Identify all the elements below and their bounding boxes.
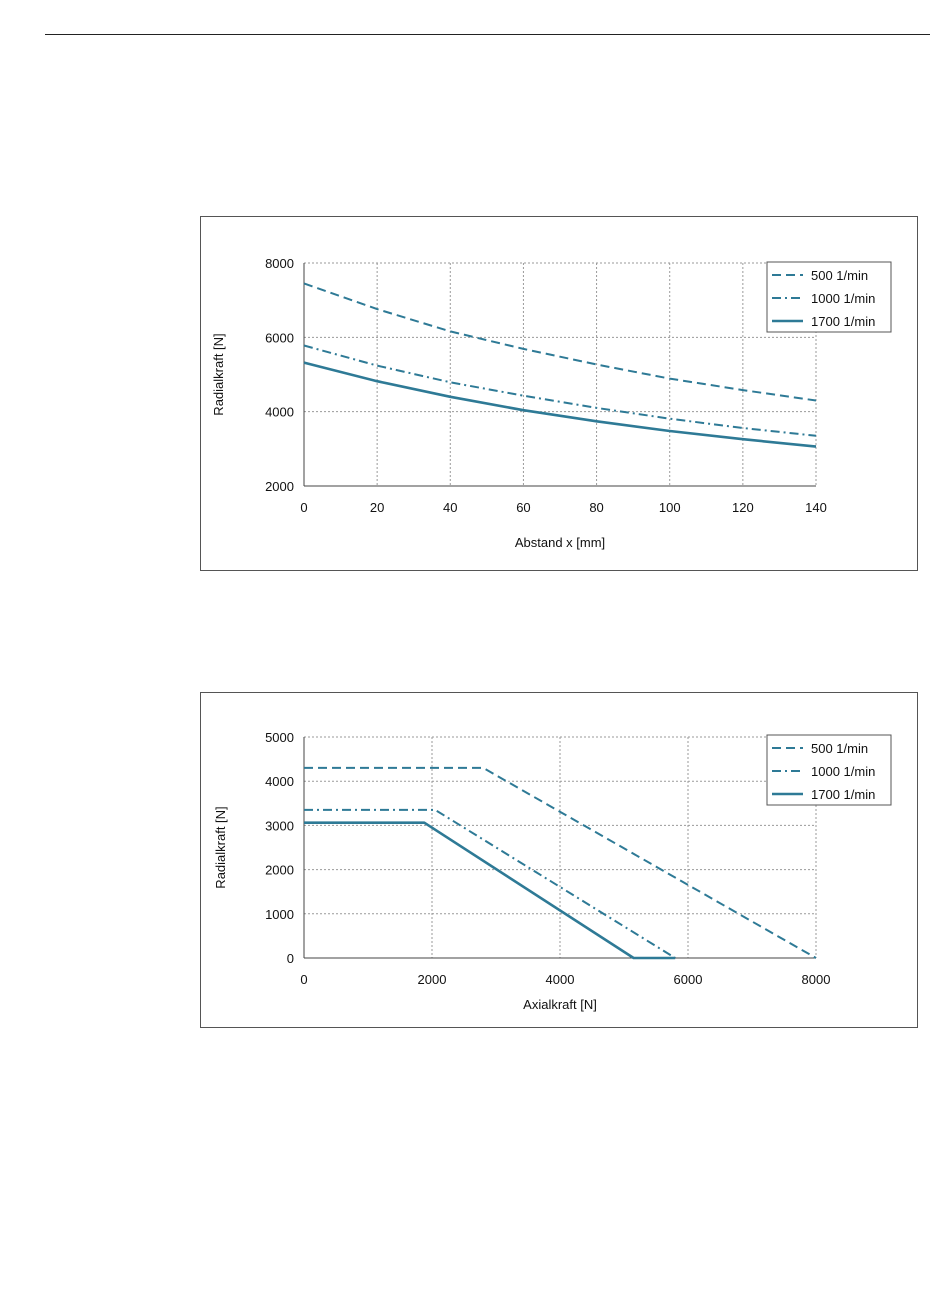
chart-1-x-tick-label: 0 bbox=[300, 500, 307, 515]
chart-radialkraft-vs-abstand: 0 20 40 60 80 100 120 140 2000 4000 6000 8000 Abstan… bbox=[200, 216, 918, 571]
chart-2-x-axis-label: Axialkraft [N] bbox=[523, 997, 597, 1012]
chart-1-legend-label-1: 500 1/min bbox=[811, 268, 868, 283]
chart-2-y-tick-label: 1000 bbox=[265, 907, 294, 922]
chart-1-legend-label-3: 1700 1/min bbox=[811, 314, 875, 329]
chart-2-y-tick-label: 0 bbox=[287, 951, 294, 966]
chart-2-x-tick-label: 8000 bbox=[802, 972, 831, 987]
chart-1-x-tick-label: 100 bbox=[659, 500, 681, 515]
chart-2-x-tick-label: 0 bbox=[300, 972, 307, 987]
chart-1-legend-label-2: 1000 1/min bbox=[811, 291, 875, 306]
chart-radialkraft-vs-axialkraft: 0 2000 4000 6000 8000 0 1000 2000 3000 4000 5000 Ax… bbox=[200, 692, 918, 1028]
chart-1-y-tick-label: 8000 bbox=[265, 256, 294, 271]
chart-2-legend-label-1: 500 1/min bbox=[811, 741, 868, 756]
chart-2-x-tick-label: 4000 bbox=[546, 972, 575, 987]
chart-1-x-tick-label: 40 bbox=[443, 500, 457, 515]
chart-1-y-tick-label: 2000 bbox=[265, 479, 294, 494]
chart-2-x-tick-label: 2000 bbox=[418, 972, 447, 987]
chart-2-svg: 0 2000 4000 6000 8000 0 1000 2000 3000 4000 5000 Ax… bbox=[213, 730, 892, 1012]
chart-1-svg: 0 20 40 60 80 100 120 140 2000 4000 6000 8000 Abstan… bbox=[211, 256, 892, 550]
chart-1-y-axis-label: Radialkraft [N] bbox=[211, 333, 226, 415]
chart-1-y-tick-label: 6000 bbox=[265, 330, 294, 345]
chart-2-y-axis-label: Radialkraft [N] bbox=[213, 806, 228, 888]
chart-1-x-tick-label: 60 bbox=[516, 500, 530, 515]
chart-2-series-3-line bbox=[304, 821, 676, 960]
chart-2-y-tick-label: 4000 bbox=[265, 774, 294, 789]
chart-1-series-1-line bbox=[303, 282, 817, 402]
chart-2-x-tick-label: 6000 bbox=[674, 972, 703, 987]
chart-1-series-3-line bbox=[303, 361, 817, 448]
chart-2-series-2-line bbox=[304, 808, 676, 959]
chart-2-series-1-line bbox=[304, 766, 817, 959]
chart-1-x-tick-label: 140 bbox=[805, 500, 827, 515]
chart-2-y-tick-label: 2000 bbox=[265, 863, 294, 878]
chart-1-x-tick-label: 80 bbox=[589, 500, 603, 515]
chart-2-legend-label-2: 1000 1/min bbox=[811, 764, 875, 779]
chart-1-y-tick-label: 4000 bbox=[265, 405, 294, 420]
chart-2-y-tick-label: 5000 bbox=[265, 730, 294, 745]
chart-1-series-2-line bbox=[303, 344, 817, 437]
chart-2-y-tick-label: 3000 bbox=[265, 818, 294, 833]
chart-2-legend-label-3: 1700 1/min bbox=[811, 787, 875, 802]
chart-1-x-tick-label: 120 bbox=[732, 500, 754, 515]
chart-1-x-axis-label: Abstand x [mm] bbox=[515, 535, 605, 550]
page-header-rule bbox=[45, 34, 930, 35]
chart-1-x-tick-label: 20 bbox=[370, 500, 384, 515]
